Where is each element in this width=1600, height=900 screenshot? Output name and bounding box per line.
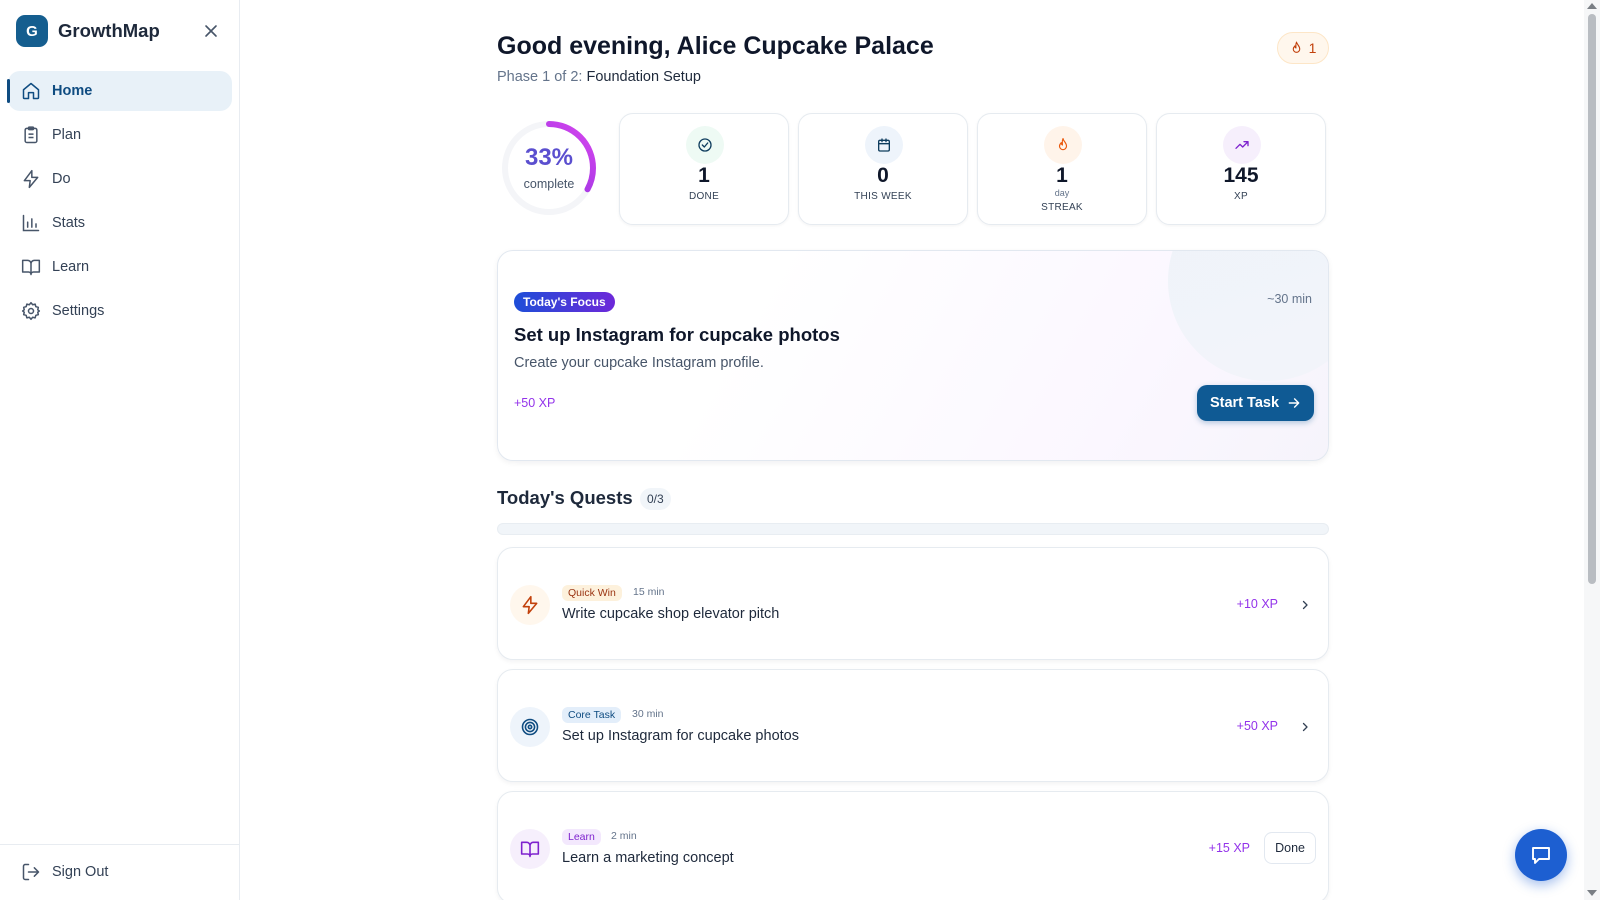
sidebar-item-learn[interactable]: Learn bbox=[8, 247, 232, 287]
quest-tag: Quick Win bbox=[562, 585, 622, 601]
quest-card[interactable]: Learn 2 min Learn a marketing concept +1… bbox=[497, 791, 1329, 900]
stat-card-this-week: 0 THIS WEEK bbox=[798, 113, 968, 225]
sidebar-item-plan[interactable]: Plan bbox=[8, 115, 232, 155]
stat-card-xp: 145 XP bbox=[1156, 113, 1326, 225]
clipboard-icon bbox=[20, 124, 42, 146]
lightning-icon bbox=[20, 168, 42, 190]
quests-count-badge: 0/3 bbox=[640, 488, 671, 510]
stat-sub-label: day bbox=[1054, 188, 1070, 198]
flame-icon bbox=[1292, 41, 1300, 53]
chat-icon bbox=[1532, 847, 1550, 864]
calendar-icon bbox=[865, 126, 903, 164]
stat-card-done: 1 DONE bbox=[619, 113, 789, 225]
bar-chart-icon bbox=[20, 212, 42, 234]
page-title: Good evening, Alice Cupcake Palace bbox=[497, 32, 934, 60]
phase-subtitle: Phase 1 of 2: Foundation Setup bbox=[497, 69, 701, 85]
stat-label: THIS WEEK bbox=[854, 191, 912, 202]
stat-card-streak: 1 day STREAK bbox=[977, 113, 1147, 225]
chevron-right-icon[interactable] bbox=[1296, 718, 1314, 736]
trending-up-icon bbox=[1223, 126, 1261, 164]
quests-title: Today's Quests bbox=[497, 487, 633, 508]
brand[interactable]: G GrowthMap bbox=[16, 15, 160, 47]
check-circle-icon bbox=[686, 126, 724, 164]
progress-ring: 33% complete bbox=[497, 116, 601, 220]
quest-tag: Learn bbox=[562, 829, 601, 845]
progress-label: complete bbox=[523, 177, 575, 191]
stat-value: 0 bbox=[877, 164, 889, 187]
quests-progress-bar bbox=[497, 523, 1329, 535]
scroll-up-arrow-icon[interactable] bbox=[1587, 3, 1597, 9]
sidebar-footer: Sign Out bbox=[0, 844, 240, 900]
book-icon bbox=[20, 256, 42, 278]
quest-title: Set up Instagram for cupcake photos bbox=[562, 728, 799, 744]
stat-value: 1 bbox=[698, 164, 710, 187]
progress-ring-arc bbox=[502, 121, 596, 215]
stat-label: DONE bbox=[688, 191, 720, 202]
focus-title: Set up Instagram for cupcake photos bbox=[514, 324, 840, 345]
close-icon bbox=[205, 25, 217, 37]
stat-value: 145 bbox=[1223, 164, 1259, 187]
quest-xp: +10 XP bbox=[1236, 597, 1278, 611]
scroll-down-arrow-icon[interactable] bbox=[1587, 890, 1597, 896]
quest-card[interactable]: Core Task 30 min Set up Instagram for cu… bbox=[497, 669, 1329, 782]
chat-button[interactable] bbox=[1515, 829, 1567, 881]
flame-icon bbox=[1044, 126, 1082, 164]
chevron-right-icon[interactable] bbox=[1296, 596, 1314, 614]
phase-name: Foundation Setup bbox=[586, 69, 701, 85]
progress-percent: 33% bbox=[524, 144, 574, 171]
quest-duration: 15 min bbox=[633, 586, 665, 598]
stat-value: 1 bbox=[1056, 164, 1068, 187]
phase-prefix: Phase 1 of 2: bbox=[497, 69, 583, 85]
quest-duration: 2 min bbox=[611, 830, 637, 842]
focus-xp: +50 XP bbox=[514, 396, 556, 410]
sidebar-nav: Home Plan Do Stats Learn bbox=[7, 71, 232, 335]
progress-ring-graphic bbox=[502, 121, 596, 215]
sign-out-label: Sign Out bbox=[52, 864, 109, 880]
sidebar-item-label: Settings bbox=[52, 303, 105, 319]
sidebar-item-label: Plan bbox=[52, 127, 82, 143]
scrollbar[interactable] bbox=[1584, 0, 1600, 900]
sidebar-item-label: Do bbox=[52, 171, 71, 187]
sidebar-item-stats[interactable]: Stats bbox=[8, 203, 232, 243]
book-icon bbox=[510, 829, 550, 869]
sign-out-button[interactable]: Sign Out bbox=[20, 861, 108, 883]
home-icon bbox=[20, 80, 42, 102]
focus-badge: Today's Focus bbox=[514, 292, 615, 312]
target-icon bbox=[510, 707, 550, 747]
quest-card[interactable]: Quick Win 15 min Write cupcake shop elev… bbox=[497, 547, 1329, 660]
streak-value: 1 bbox=[1308, 40, 1317, 56]
scroll-thumb[interactable] bbox=[1588, 14, 1596, 584]
sidebar-item-label: Home bbox=[52, 83, 93, 99]
sign-out-icon bbox=[20, 861, 42, 883]
done-button[interactable]: Done bbox=[1264, 832, 1316, 864]
todays-focus-card: Today's Focus ~30 min Set up Instagram f… bbox=[497, 250, 1329, 461]
streak-badge[interactable]: 1 bbox=[1277, 32, 1329, 64]
brand-name: GrowthMap bbox=[58, 20, 160, 41]
focus-time: ~30 min bbox=[1267, 292, 1312, 306]
focus-description: Create your cupcake Instagram profile. bbox=[514, 355, 764, 371]
start-task-label: Start Task bbox=[1209, 395, 1280, 411]
brand-logo: G bbox=[16, 15, 48, 47]
quest-duration: 30 min bbox=[632, 708, 664, 720]
stat-label: STREAK bbox=[1041, 202, 1083, 213]
quest-title: Write cupcake shop elevator pitch bbox=[562, 606, 780, 622]
quest-title: Learn a marketing concept bbox=[562, 850, 734, 866]
sidebar-item-home[interactable]: Home bbox=[7, 71, 232, 111]
quest-tag: Core Task bbox=[562, 707, 622, 723]
sidebar-item-do[interactable]: Do bbox=[8, 159, 232, 199]
gear-icon bbox=[20, 300, 42, 322]
lightning-icon bbox=[510, 585, 550, 625]
quest-xp: +15 XP bbox=[1208, 841, 1250, 855]
sidebar: G GrowthMap Home Plan Do St bbox=[0, 0, 240, 900]
close-sidebar-button[interactable] bbox=[201, 21, 221, 41]
quest-xp: +50 XP bbox=[1236, 719, 1278, 733]
sidebar-item-settings[interactable]: Settings bbox=[8, 291, 232, 331]
decorative-blob bbox=[1168, 251, 1328, 381]
sidebar-item-label: Learn bbox=[52, 259, 90, 275]
stat-label: XP bbox=[1234, 191, 1248, 202]
start-task-button[interactable]: Start Task bbox=[1197, 385, 1314, 421]
arrow-right-icon bbox=[1287, 396, 1301, 410]
sidebar-item-label: Stats bbox=[52, 215, 86, 231]
